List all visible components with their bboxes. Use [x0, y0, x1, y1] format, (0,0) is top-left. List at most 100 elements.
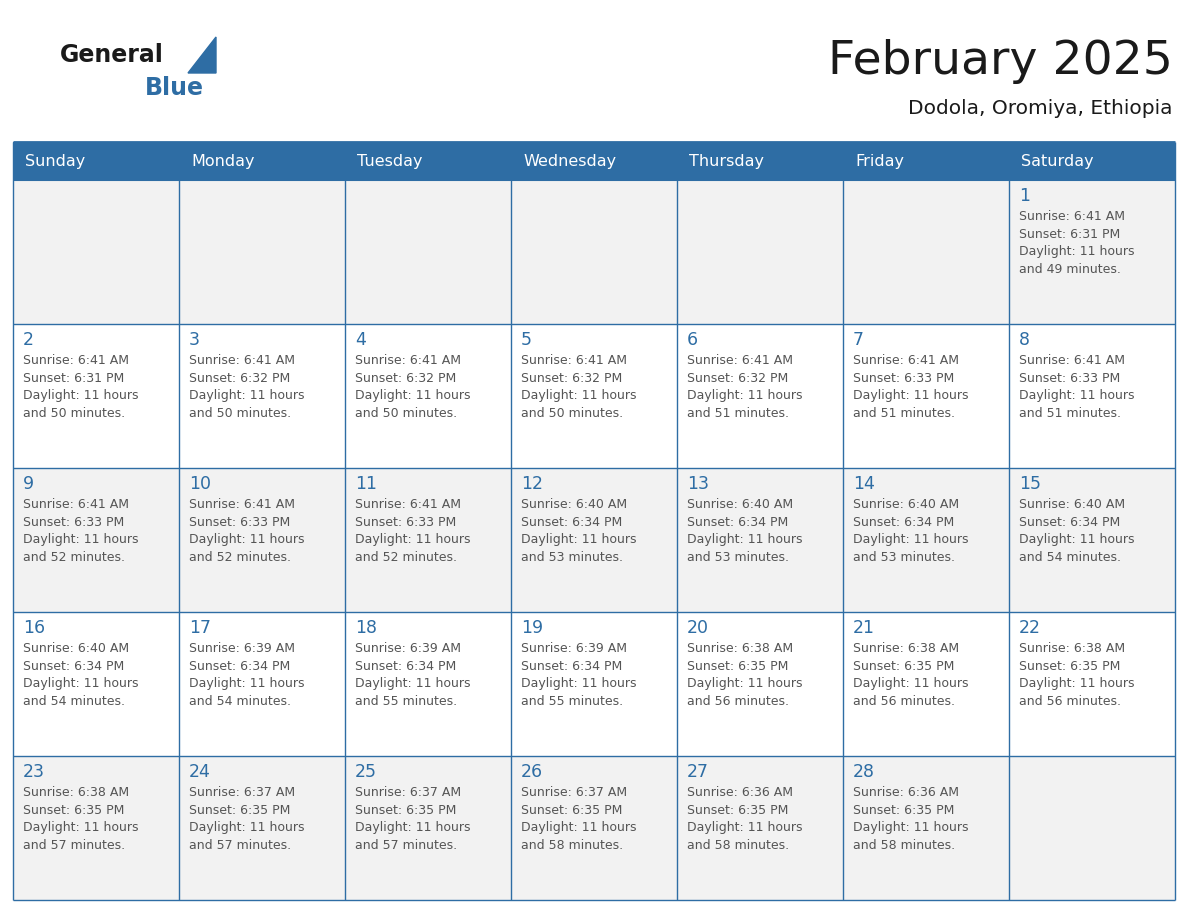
Bar [13, 142, 1175, 180]
Text: Daylight: 11 hours: Daylight: 11 hours [355, 389, 470, 402]
Text: and 56 minutes.: and 56 minutes. [1019, 695, 1121, 708]
Text: Daylight: 11 hours: Daylight: 11 hours [189, 533, 304, 546]
Text: and 57 minutes.: and 57 minutes. [189, 838, 291, 852]
Text: Wednesday: Wednesday [523, 154, 617, 169]
Text: Sunrise: 6:41 AM: Sunrise: 6:41 AM [23, 354, 129, 367]
Text: Daylight: 11 hours: Daylight: 11 hours [23, 389, 139, 402]
Text: Sunrise: 6:38 AM: Sunrise: 6:38 AM [853, 642, 959, 655]
Text: 7: 7 [853, 331, 864, 349]
Text: Sunset: 6:34 PM: Sunset: 6:34 PM [1019, 516, 1120, 529]
Text: 17: 17 [189, 619, 211, 637]
Text: and 57 minutes.: and 57 minutes. [23, 838, 125, 852]
Text: Sunset: 6:34 PM: Sunset: 6:34 PM [853, 516, 954, 529]
Bar [13, 324, 1175, 468]
Text: Sunset: 6:33 PM: Sunset: 6:33 PM [355, 516, 456, 529]
Text: 4: 4 [355, 331, 366, 349]
Text: and 50 minutes.: and 50 minutes. [355, 407, 457, 420]
Text: Sunset: 6:32 PM: Sunset: 6:32 PM [355, 372, 456, 385]
Text: Sunrise: 6:40 AM: Sunrise: 6:40 AM [522, 498, 627, 511]
Text: Sunset: 6:35 PM: Sunset: 6:35 PM [687, 660, 789, 673]
Bar [13, 468, 1175, 612]
Text: and 54 minutes.: and 54 minutes. [1019, 551, 1121, 564]
Text: and 52 minutes.: and 52 minutes. [189, 551, 291, 564]
Text: Blue: Blue [145, 76, 204, 100]
Text: Sunrise: 6:39 AM: Sunrise: 6:39 AM [522, 642, 627, 655]
Text: and 50 minutes.: and 50 minutes. [522, 407, 624, 420]
Text: Sunrise: 6:41 AM: Sunrise: 6:41 AM [522, 354, 627, 367]
Text: 11: 11 [355, 476, 377, 493]
Text: 9: 9 [23, 476, 34, 493]
Text: Sunset: 6:35 PM: Sunset: 6:35 PM [1019, 660, 1120, 673]
Text: Sunrise: 6:37 AM: Sunrise: 6:37 AM [189, 786, 295, 799]
Text: Sunset: 6:32 PM: Sunset: 6:32 PM [522, 372, 623, 385]
Bar [13, 180, 1175, 324]
Text: Sunset: 6:33 PM: Sunset: 6:33 PM [189, 516, 290, 529]
Text: Sunrise: 6:40 AM: Sunrise: 6:40 AM [687, 498, 794, 511]
Text: Daylight: 11 hours: Daylight: 11 hours [522, 821, 637, 834]
Text: Daylight: 11 hours: Daylight: 11 hours [687, 821, 803, 834]
Text: 27: 27 [687, 763, 709, 781]
Text: 16: 16 [23, 619, 45, 637]
Text: 26: 26 [522, 763, 543, 781]
Text: and 51 minutes.: and 51 minutes. [853, 407, 955, 420]
Text: Sunset: 6:34 PM: Sunset: 6:34 PM [355, 660, 456, 673]
Text: and 55 minutes.: and 55 minutes. [522, 695, 624, 708]
Text: and 58 minutes.: and 58 minutes. [687, 838, 789, 852]
Text: and 53 minutes.: and 53 minutes. [687, 551, 789, 564]
Text: Sunrise: 6:40 AM: Sunrise: 6:40 AM [23, 642, 129, 655]
Text: 14: 14 [853, 476, 874, 493]
Text: Dodola, Oromiya, Ethiopia: Dodola, Oromiya, Ethiopia [909, 98, 1173, 118]
Text: Sunrise: 6:40 AM: Sunrise: 6:40 AM [1019, 498, 1125, 511]
Text: February 2025: February 2025 [828, 39, 1173, 84]
Text: Sunrise: 6:39 AM: Sunrise: 6:39 AM [355, 642, 461, 655]
Text: Sunrise: 6:38 AM: Sunrise: 6:38 AM [687, 642, 794, 655]
Text: and 58 minutes.: and 58 minutes. [522, 838, 624, 852]
Text: 25: 25 [355, 763, 377, 781]
Text: Sunset: 6:34 PM: Sunset: 6:34 PM [23, 660, 125, 673]
Text: and 54 minutes.: and 54 minutes. [23, 695, 125, 708]
Text: Thursday: Thursday [689, 154, 764, 169]
Text: 20: 20 [687, 619, 709, 637]
Text: Daylight: 11 hours: Daylight: 11 hours [23, 533, 139, 546]
Text: 22: 22 [1019, 619, 1041, 637]
Text: 23: 23 [23, 763, 45, 781]
Text: Sunset: 6:35 PM: Sunset: 6:35 PM [853, 660, 954, 673]
Text: and 58 minutes.: and 58 minutes. [853, 838, 955, 852]
Text: 2: 2 [23, 331, 34, 349]
Text: Sunrise: 6:41 AM: Sunrise: 6:41 AM [189, 498, 295, 511]
Text: 19: 19 [522, 619, 543, 637]
Text: Daylight: 11 hours: Daylight: 11 hours [23, 821, 139, 834]
Text: and 51 minutes.: and 51 minutes. [687, 407, 789, 420]
Text: and 53 minutes.: and 53 minutes. [522, 551, 623, 564]
Text: Sunset: 6:35 PM: Sunset: 6:35 PM [189, 803, 290, 816]
Text: Sunrise: 6:41 AM: Sunrise: 6:41 AM [687, 354, 794, 367]
Text: Sunset: 6:34 PM: Sunset: 6:34 PM [189, 660, 290, 673]
Text: Sunrise: 6:38 AM: Sunrise: 6:38 AM [23, 786, 129, 799]
Text: 28: 28 [853, 763, 876, 781]
Text: 15: 15 [1019, 476, 1041, 493]
Text: Sunrise: 6:41 AM: Sunrise: 6:41 AM [23, 498, 129, 511]
Text: Sunset: 6:34 PM: Sunset: 6:34 PM [687, 516, 789, 529]
Text: Tuesday: Tuesday [358, 154, 423, 169]
Text: Sunset: 6:33 PM: Sunset: 6:33 PM [23, 516, 125, 529]
Text: Daylight: 11 hours: Daylight: 11 hours [1019, 677, 1135, 690]
Text: and 50 minutes.: and 50 minutes. [23, 407, 125, 420]
Text: 12: 12 [522, 476, 543, 493]
Text: Sunrise: 6:41 AM: Sunrise: 6:41 AM [189, 354, 295, 367]
Text: Daylight: 11 hours: Daylight: 11 hours [853, 677, 968, 690]
Text: Daylight: 11 hours: Daylight: 11 hours [687, 533, 803, 546]
Text: General: General [61, 43, 164, 67]
Text: Daylight: 11 hours: Daylight: 11 hours [853, 389, 968, 402]
Text: Sunset: 6:33 PM: Sunset: 6:33 PM [1019, 372, 1120, 385]
Text: Daylight: 11 hours: Daylight: 11 hours [853, 533, 968, 546]
Text: Daylight: 11 hours: Daylight: 11 hours [355, 821, 470, 834]
Text: Sunset: 6:33 PM: Sunset: 6:33 PM [853, 372, 954, 385]
Text: Daylight: 11 hours: Daylight: 11 hours [687, 677, 803, 690]
Text: Sunset: 6:32 PM: Sunset: 6:32 PM [189, 372, 290, 385]
Text: 6: 6 [687, 331, 699, 349]
Text: and 51 minutes.: and 51 minutes. [1019, 407, 1121, 420]
Text: Daylight: 11 hours: Daylight: 11 hours [687, 389, 803, 402]
Text: and 56 minutes.: and 56 minutes. [853, 695, 955, 708]
Text: Sunrise: 6:41 AM: Sunrise: 6:41 AM [853, 354, 959, 367]
Text: Monday: Monday [191, 154, 254, 169]
